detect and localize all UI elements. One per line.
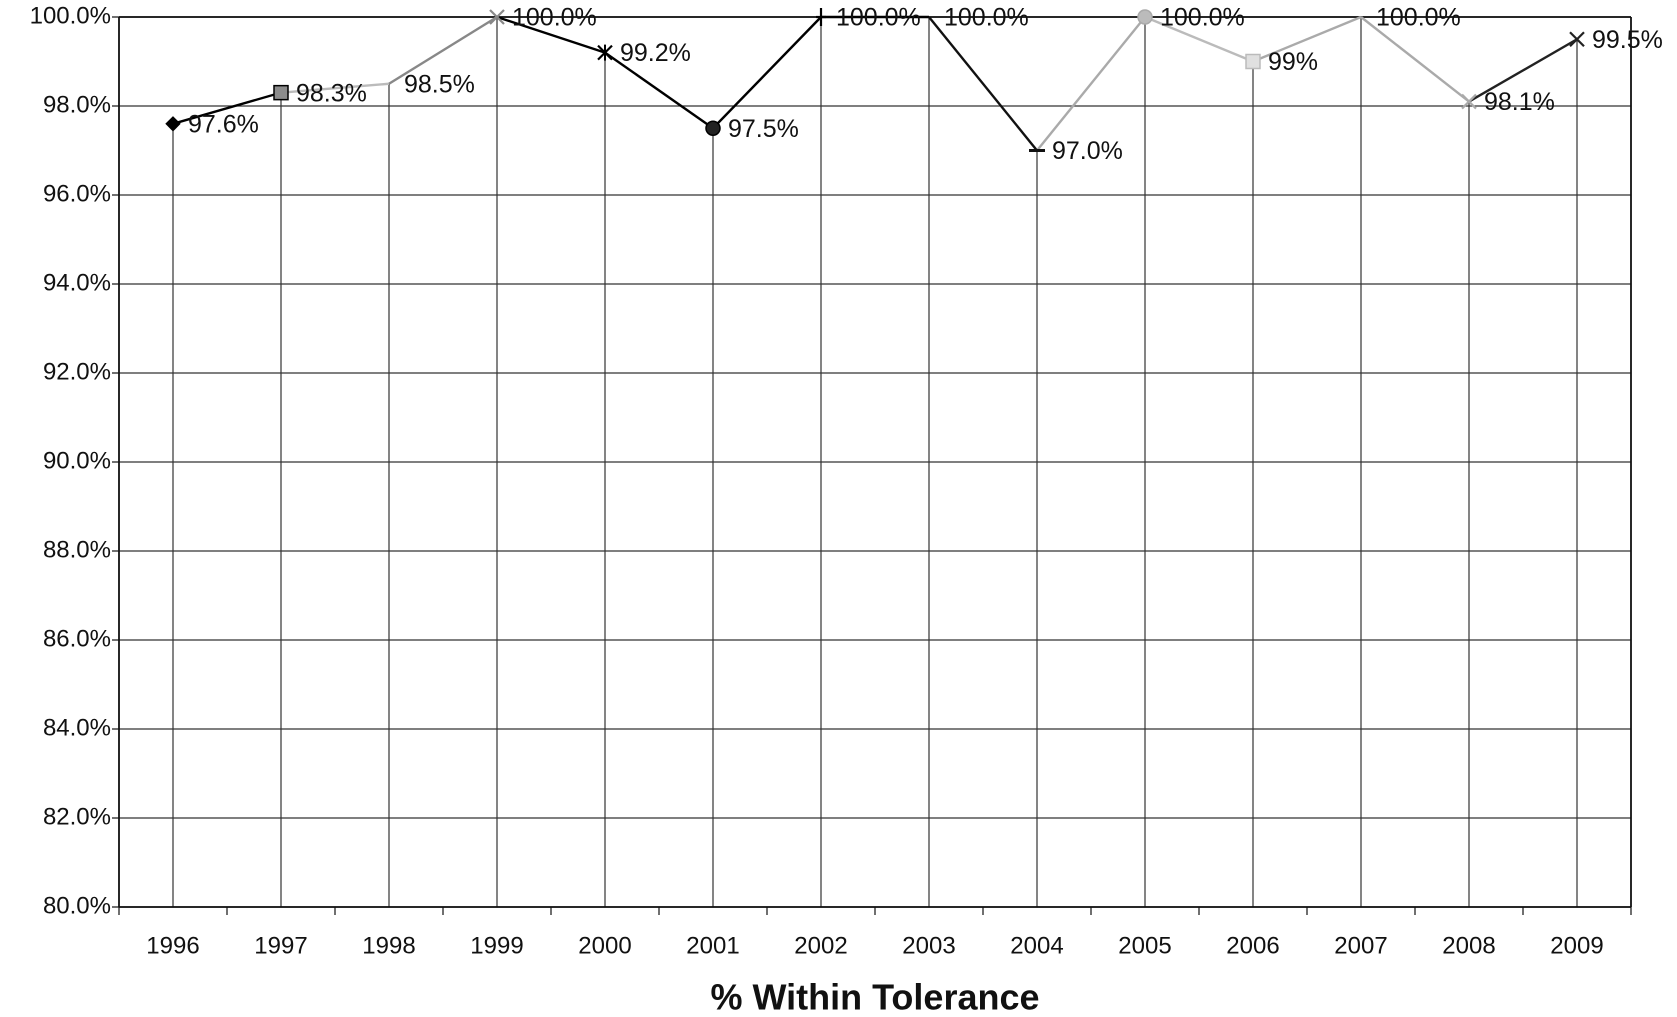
x-axis-title: % Within Tolerance [710,977,1039,1017]
y-tick-label: 88.0% [43,536,111,563]
series-line [172,15,1578,152]
y-gridlines [119,16,1631,908]
x-tick-labels: 1996 1997 1998 1999 2000 2001 2002 2003 2004 2005… [146,932,1603,959]
data-label: 98.3% [296,79,367,107]
x-tick-label: 2008 [1442,932,1495,959]
data-point [816,8,826,26]
x-tick-label: 2002 [794,932,847,959]
line-segment [604,51,714,130]
data-point [1461,93,1477,110]
y-tick-label: 80.0% [43,892,111,919]
x-tick-label: 2007 [1334,932,1387,959]
x-tick-label: 2003 [902,932,955,959]
x-gridlines [172,17,1578,907]
data-point [1245,53,1261,70]
data-point [489,9,505,25]
x-tick-label: 2005 [1118,932,1171,959]
x-tick-label: 2000 [578,932,631,959]
line-segment [1252,15,1362,63]
plot-axes [112,16,1632,915]
line-segment [496,15,606,54]
data-point [165,116,181,132]
line-segment [388,15,498,85]
line-segment [928,16,1038,152]
y-tick-label: 98.0% [43,91,111,118]
data-label: 98.5% [404,70,475,98]
y-tick-label: 92.0% [43,358,111,385]
data-label: 100.0% [1376,4,1461,32]
data-label: 98.1% [1484,88,1555,116]
data-label: 97.0% [1052,137,1123,165]
data-label: 97.5% [728,115,799,143]
data-label: 99.5% [1592,26,1663,54]
data-label: 100.0% [944,4,1029,32]
x-tick-label: 1996 [146,932,199,959]
data-point [597,44,613,61]
data-point [705,120,721,136]
data-label: 99.2% [620,39,691,67]
line-segment [1036,16,1146,152]
data-point [273,84,289,101]
y-tick-label: 96.0% [43,180,111,207]
y-tick-label: 82.0% [43,803,111,830]
data-point [1569,31,1585,48]
y-tick-labels: 80.0% 82.0% 84.0% 86.0% 88.0% 90.0% 92.0% 94.0%… [30,2,111,919]
x-tick-label: 2009 [1550,932,1603,959]
y-tick-label: 94.0% [43,269,111,296]
data-label: 99% [1268,48,1318,76]
y-tick-label: 86.0% [43,625,111,652]
x-tick-label: 1999 [470,932,523,959]
data-label: 100.0% [836,4,921,32]
data-label: 97.6% [188,110,259,138]
line-segment [172,91,282,125]
line-segment [1144,15,1254,63]
line-segment [1468,38,1578,103]
line-segment [1360,16,1470,103]
x-tick-label: 1998 [362,932,415,959]
data-label: 100.0% [1160,4,1245,32]
data-points [165,8,1585,152]
x-tick-label: 2004 [1010,932,1063,959]
x-tick-label: 2001 [686,932,739,959]
y-tick-label: 100.0% [30,2,111,29]
line-segment [280,82,390,94]
data-point [1137,9,1153,25]
y-tick-label: 90.0% [43,447,111,474]
y-tick-label: 84.0% [43,714,111,741]
data-label: 100.0% [512,4,597,32]
x-tick-label: 2006 [1226,932,1279,959]
x-tick-label: 1997 [254,932,307,959]
line-segment [712,16,822,130]
data-labels: 97.6% 98.3% 98.5% 100.0% 99.2% 97.5% 100.0% 100… [188,4,1663,166]
